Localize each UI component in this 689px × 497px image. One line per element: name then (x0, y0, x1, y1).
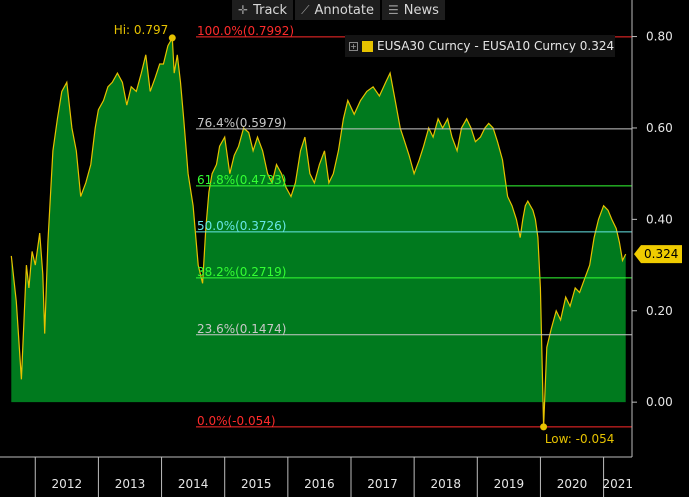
track-button[interactable]: ✛ Track (232, 0, 294, 20)
x-tick-label-3: 2015 (241, 477, 272, 491)
annotate-button[interactable]: ⟋ Annotate (295, 0, 380, 20)
x-tick-label-4: 2016 (304, 477, 335, 491)
fib-level-label-3: 50.0%(0.3726) (197, 219, 286, 233)
x-tick-label-0: 2012 (52, 477, 83, 491)
pencil-icon: ⟋ (301, 2, 310, 17)
fib-level-label-1: 76.4%(0.5979) (197, 116, 286, 130)
high-label: Hi: 0.797 (114, 23, 169, 37)
x-tick-label-6: 2018 (430, 477, 461, 491)
expand-icon[interactable]: + (349, 41, 358, 51)
extreme-markers: Hi: 0.797 Low: -0.054 (114, 23, 615, 446)
x-tick-label-9: 2021 (603, 477, 634, 491)
fib-level-label-2: 61.8%(0.4733) (197, 173, 286, 187)
x-tick-label-8: 2020 (557, 477, 588, 491)
low-label: Low: -0.054 (545, 432, 615, 446)
last-value-label: 0.324 (644, 247, 678, 261)
fib-level-label-4: 38.2%(0.2719) (197, 265, 286, 279)
last-value-tag (634, 245, 682, 264)
high-marker (168, 34, 176, 42)
series-line (10, 35, 627, 427)
series-legend[interactable]: + EUSA30 Curncy - EUSA10 Curncy 0.324 (345, 35, 615, 57)
fib-level-label-0: 100.0%(0.7992) (197, 24, 294, 38)
track-label: Track (253, 2, 288, 18)
news-label: News (403, 2, 439, 18)
news-icon: ☰ (387, 3, 399, 17)
x-tick-label-7: 2019 (494, 477, 525, 491)
y-tick-label-4: 0.80 (646, 30, 673, 44)
y-tick-label-1: 0.20 (646, 304, 673, 318)
fib-level-label-6: 0.0%(-0.054) (197, 414, 276, 428)
low-marker (540, 423, 548, 431)
crosshair-icon: ✛ (238, 3, 249, 17)
fib-level-label-5: 23.6%(0.1474) (197, 322, 286, 336)
annotate-label: Annotate (314, 2, 374, 18)
y-tick-label-2: 0.40 (646, 212, 673, 226)
x-tick-label-2: 2014 (178, 477, 209, 491)
x-tick-label-5: 2017 (367, 477, 398, 491)
legend-label: EUSA30 Curncy - EUSA10 Curncy 0.324 (377, 39, 615, 53)
x-tick-label-1: 2013 (115, 477, 146, 491)
series-swatch (362, 40, 373, 52)
chart-toolbar: ✛ Track ⟋ Annotate ☰ News (232, 0, 445, 20)
fibonacci-levels: 100.0%(0.7992) 76.4%(0.5979) 61.8%(0.4733)… (196, 24, 632, 428)
y-tick-label-3: 0.60 (646, 121, 673, 135)
y-tick-label-0: 0.00 (646, 395, 673, 409)
news-button[interactable]: ☰ News (381, 0, 445, 20)
